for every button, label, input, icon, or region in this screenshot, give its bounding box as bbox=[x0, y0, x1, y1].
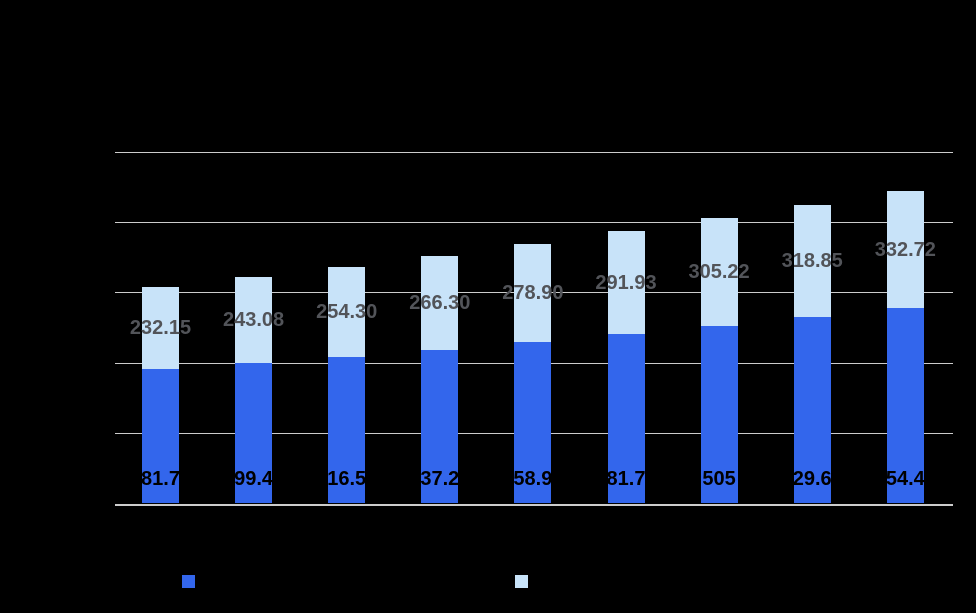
bottom-series-data-label: 37.2 bbox=[420, 467, 460, 490]
x-axis-line bbox=[115, 503, 953, 506]
bar-segment-top bbox=[235, 277, 273, 363]
bottom-series-data-label: 54.4 bbox=[885, 467, 925, 490]
bar-segment-top bbox=[514, 243, 552, 342]
gridline bbox=[115, 221, 953, 223]
bar-segment-bottom bbox=[793, 317, 831, 504]
bottom-series-data-label: 58.9 bbox=[513, 467, 553, 490]
bottom-series-data-label: 81.7 bbox=[606, 467, 646, 490]
legend-swatch-series-1 bbox=[182, 574, 195, 588]
bar-segment-top bbox=[886, 191, 924, 309]
top-series-data-label: 318.85 bbox=[781, 249, 843, 272]
top-series-data-label: 305.22 bbox=[688, 261, 750, 284]
bar-segment-bottom bbox=[700, 325, 738, 504]
bottom-series-data-label: 29.6 bbox=[792, 467, 832, 490]
bottom-series-data-label: 81.7 bbox=[141, 467, 180, 490]
bar-segment-top bbox=[700, 218, 738, 326]
bar-segment-top bbox=[328, 267, 366, 357]
bar-segment-top bbox=[607, 231, 645, 334]
top-series-data-label: 254.30 bbox=[316, 301, 378, 324]
top-series-data-label: 243.08 bbox=[223, 309, 285, 332]
bar-segment-top bbox=[793, 204, 831, 318]
bar-segment-bottom bbox=[514, 341, 552, 504]
top-series-data-label: 278.90 bbox=[502, 281, 564, 304]
bar-segment-bottom bbox=[421, 349, 459, 504]
bar-segment-top bbox=[421, 255, 459, 350]
top-series-data-label: 291.93 bbox=[595, 271, 657, 294]
legend-swatch-series-2 bbox=[515, 574, 528, 588]
bottom-series-data-label: 99.4 bbox=[234, 467, 274, 490]
bottom-series-data-label: 16.5 bbox=[327, 467, 367, 490]
bar-segment-bottom bbox=[328, 356, 366, 504]
top-series-data-label: 332.72 bbox=[874, 238, 936, 261]
bar-segment-top bbox=[142, 287, 179, 370]
gridline bbox=[115, 151, 953, 153]
bar-segment-bottom bbox=[607, 333, 645, 504]
top-series-data-label: 266.30 bbox=[409, 291, 471, 314]
bar-segment-bottom bbox=[235, 362, 273, 504]
bottom-series-data-label: 505 bbox=[702, 467, 736, 490]
bar-segment-bottom bbox=[886, 308, 924, 504]
top-series-data-label: 232.15 bbox=[129, 317, 192, 340]
bar-segment-bottom bbox=[142, 369, 179, 504]
